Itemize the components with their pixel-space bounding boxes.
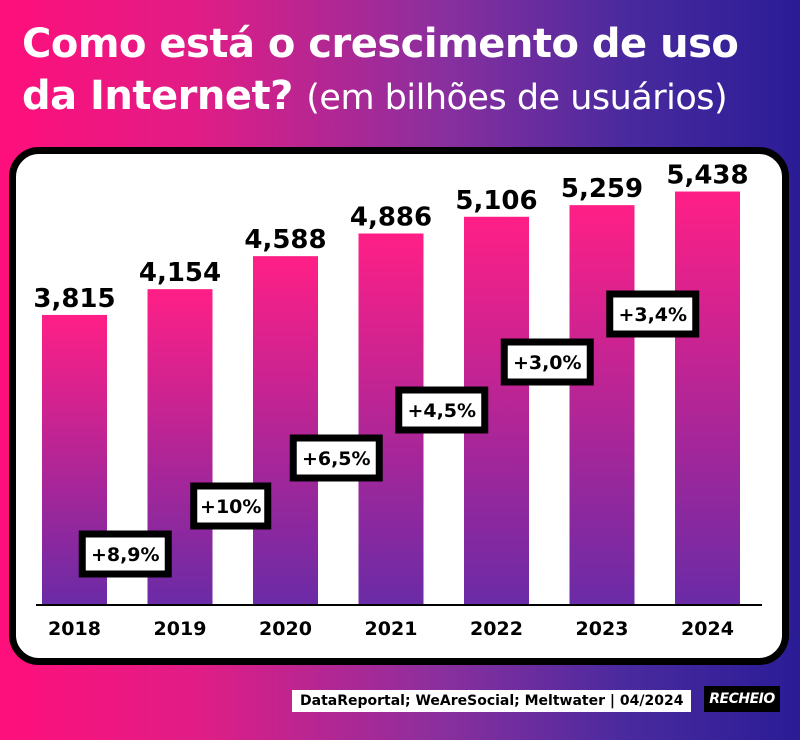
title-subtitle: (em bilhões de usuários) (306, 78, 728, 118)
source-note: DataReportal; WeAreSocial; Meltwater | 0… (292, 690, 692, 712)
growth-label: +3,0% (500, 338, 594, 386)
growth-label-text: +6,5% (302, 448, 371, 470)
growth-label-box (78, 530, 172, 578)
growth-label: +3,4% (606, 290, 700, 338)
value-label: 4,588 (244, 225, 326, 255)
growth-label: +6,5% (289, 434, 383, 482)
growth-label-box (606, 290, 700, 338)
x-tick-label: 2020 (259, 618, 312, 640)
value-label: 4,886 (350, 202, 432, 232)
bar-chart: 2018 2019 2020 2021 2022 2023 2024 3,815 4,154 4… (33, 161, 762, 640)
x-tick-label: 2024 (681, 618, 734, 640)
bar-2024 (675, 191, 740, 605)
chart-title: Como está o crescimento de uso da Intern… (22, 18, 792, 124)
x-tick-labels: 2018 2019 2020 2021 2022 2023 2024 (48, 618, 734, 640)
bar-2020 (253, 256, 318, 605)
x-tick-label: 2021 (365, 618, 418, 640)
x-tick-label: 2023 (576, 618, 629, 640)
x-tick-label: 2022 (470, 618, 523, 640)
growth-label: +4,5% (395, 386, 489, 434)
title-main: Como está o crescimento de uso da Intern… (22, 21, 739, 119)
chart-card: 2018 2019 2020 2021 2022 2023 2024 3,815 4,154 4… (9, 147, 789, 665)
growth-label-text: +8,9% (91, 544, 160, 566)
value-label: 5,106 (455, 186, 537, 216)
bar-2023 (569, 205, 635, 606)
growth-label-text: +3,4% (618, 304, 687, 326)
growth-label-box (500, 338, 594, 386)
growth-label-box (190, 482, 272, 530)
growth-label: +8,9% (78, 530, 172, 578)
growth-label-box (395, 386, 489, 434)
value-label: 3,815 (33, 284, 115, 314)
value-label: 5,438 (666, 161, 748, 191)
value-label: 5,259 (561, 174, 643, 204)
growth-label-text: +4,5% (407, 400, 476, 422)
value-labels: 3,815 4,154 4,588 4,886 5,106 5,259 5,438 (33, 161, 748, 314)
growth-label-text: +3,0% (513, 352, 582, 374)
x-tick-label: 2018 (48, 618, 101, 640)
brand-logo: RECHEIO (704, 686, 780, 712)
growth-label: +10% (190, 482, 272, 530)
value-label: 4,154 (139, 258, 221, 288)
growth-label-text: +10% (200, 496, 261, 518)
x-tick-label: 2019 (154, 618, 207, 640)
growth-labels: +8,9% +10% +6,5% +4,5% +3,0% +3,4% (78, 290, 700, 578)
growth-label-box (289, 434, 383, 482)
